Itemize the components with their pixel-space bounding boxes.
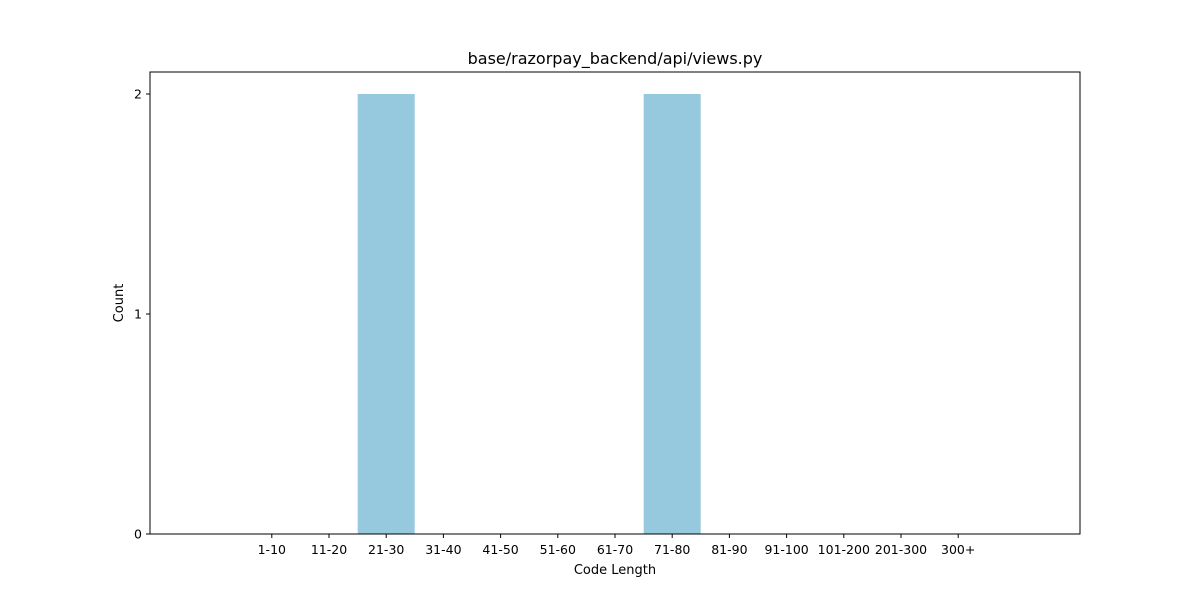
plot-frame (149, 71, 1081, 535)
x-tick-label: 21-30 (368, 542, 404, 557)
x-tick-label: 1-10 (258, 542, 286, 557)
x-tick-label: 41-50 (482, 542, 518, 557)
bar-71-80 (643, 94, 701, 534)
y-axis-label: Count (112, 284, 127, 323)
x-axis-label: Code Length (574, 563, 656, 578)
y-tick-label: 2 (134, 87, 142, 102)
y-ticks-group: 0 1 2 (134, 87, 150, 542)
x-ticks-group: 1-10 11-20 21-30 31-40 41-50 51-60 61-70 71-80 8… (258, 534, 975, 557)
x-tick-label: 31-40 (425, 542, 461, 557)
x-tick-label: 71-80 (654, 542, 690, 557)
bars-group (357, 94, 701, 534)
bar-21-30 (357, 94, 415, 534)
x-tick-label: 51-60 (540, 542, 576, 557)
x-tick-label: 91-100 (764, 542, 808, 557)
x-tick-label: 81-90 (711, 542, 747, 557)
y-tick-label: 1 (134, 307, 142, 322)
x-tick-label: 61-70 (597, 542, 633, 557)
x-tick-label: 300+ (941, 542, 975, 557)
y-tick-label: 0 (134, 527, 142, 542)
x-tick-label: 11-20 (311, 542, 347, 557)
x-tick-label: 201-300 (875, 542, 927, 557)
x-tick-label: 101-200 (818, 542, 870, 557)
chart-title: base/razorpay_backend/api/views.py (468, 49, 763, 69)
